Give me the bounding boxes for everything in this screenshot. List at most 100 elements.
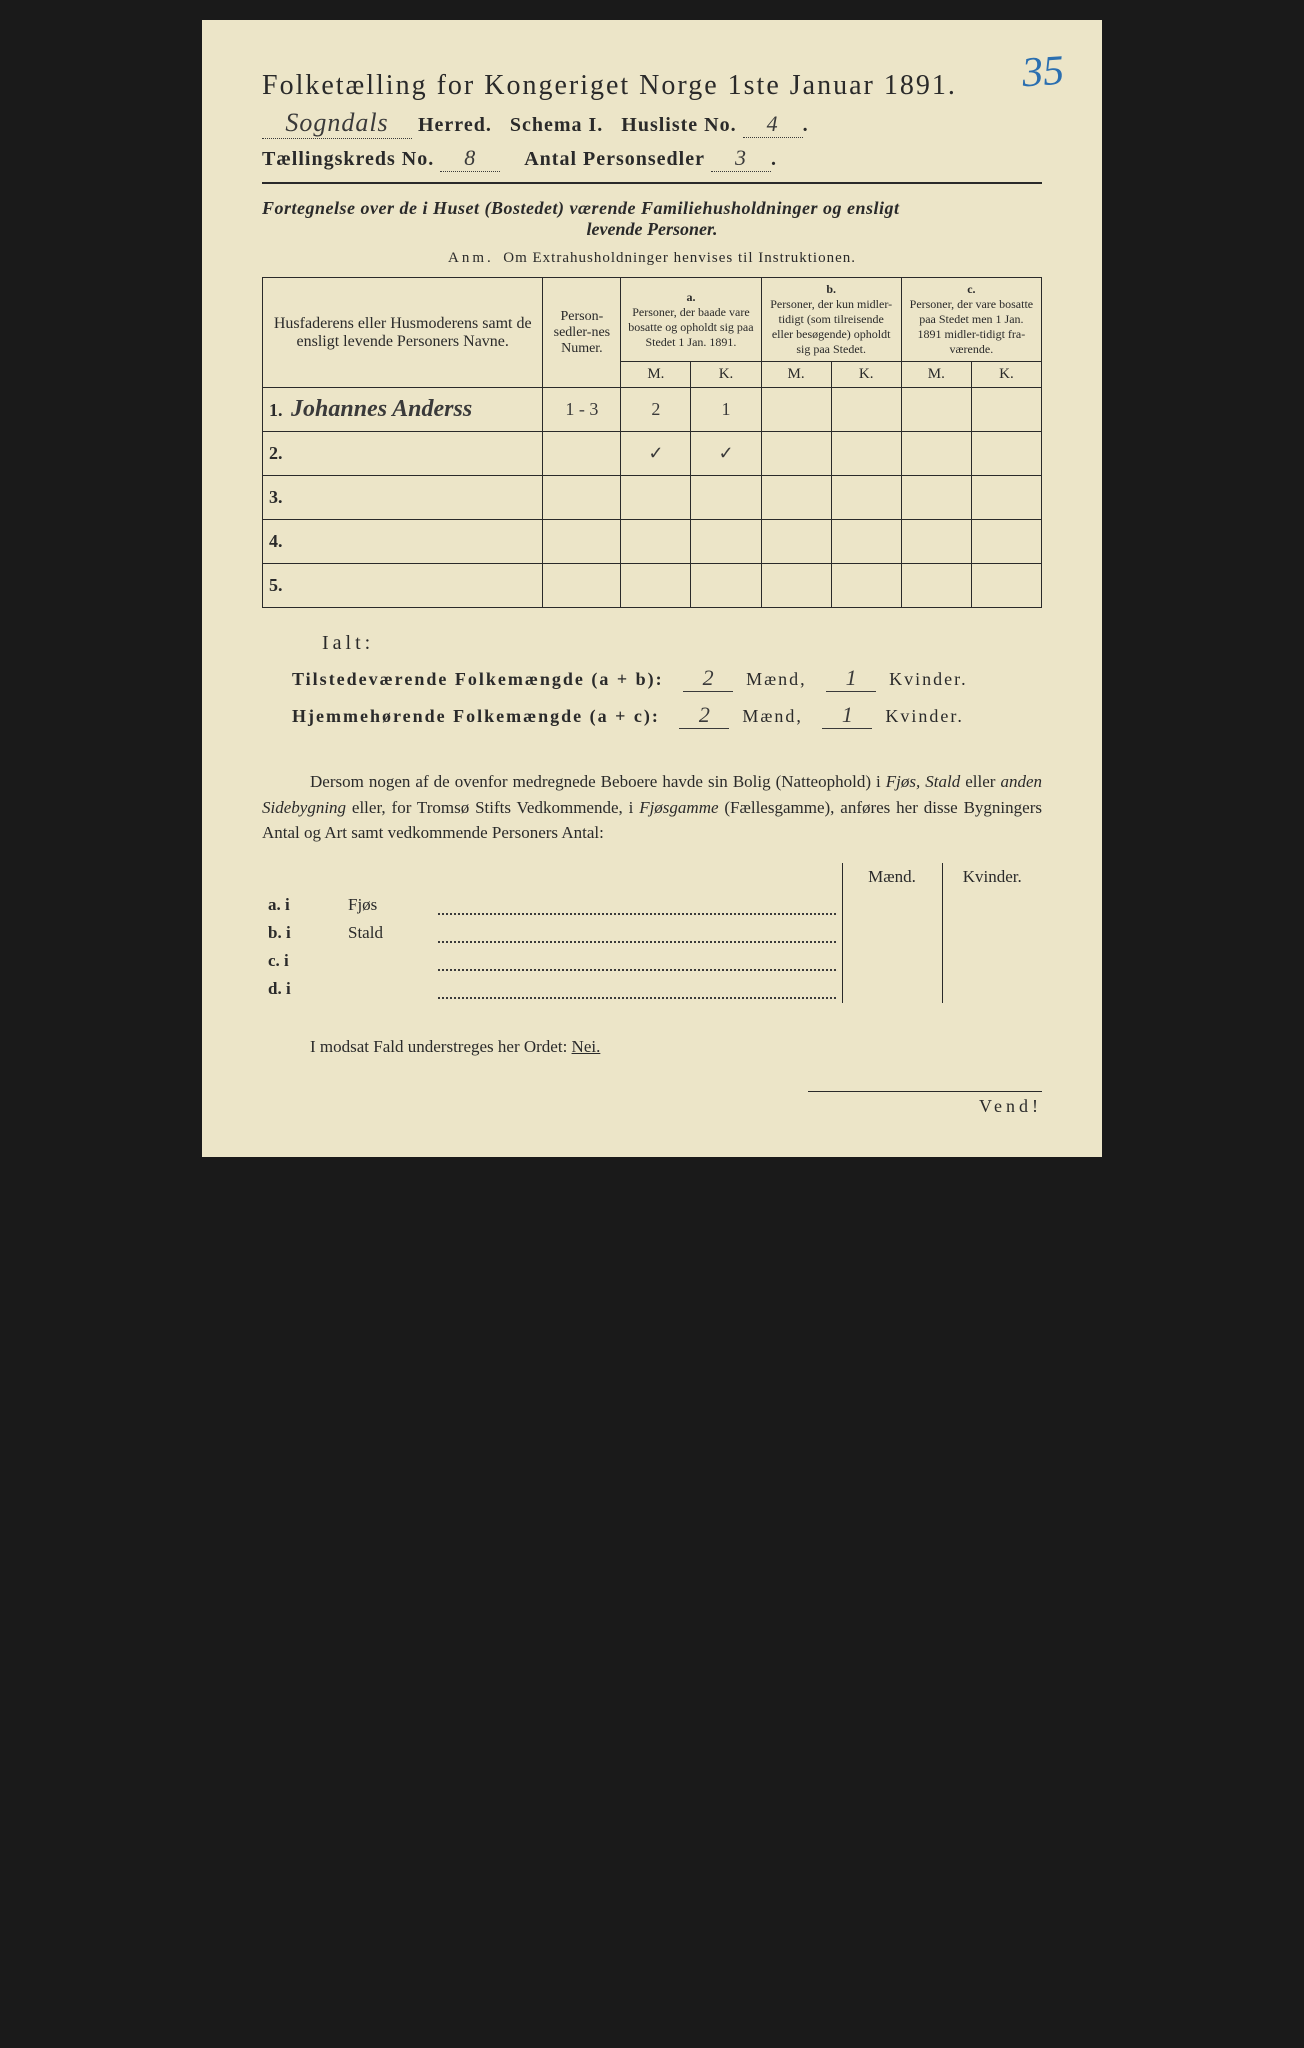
fjos-word [342, 975, 432, 1003]
cell-bk [831, 432, 901, 476]
row-label: 4. [263, 520, 543, 564]
th-a: a.Personer, der baade vare bosatte og op… [621, 278, 761, 362]
fjos-k-cell [942, 891, 1042, 919]
fjos-dots [438, 897, 836, 915]
th-c-k: K. [971, 362, 1041, 388]
th-c: c.Personer, der vare bosatte paa Stedet … [901, 278, 1041, 362]
fjos-label: d. i [262, 975, 342, 1003]
kreds-value: 8 [440, 145, 500, 172]
fjos-k-cell [942, 975, 1042, 1003]
fjos-row: b. iStald [262, 919, 1042, 947]
nei-word: Nei. [572, 1037, 601, 1056]
sum-tilstedevaerende: Tilstedeværende Folkemængde (a + b): 2 M… [292, 665, 1042, 692]
page-number-handwritten: 35 [1020, 47, 1065, 98]
cell-am: 2 [621, 388, 691, 432]
cell-bm [761, 564, 831, 608]
cell-num [543, 564, 621, 608]
cell-bm [761, 520, 831, 564]
fjos-label: b. i [262, 919, 342, 947]
cell-bk [831, 476, 901, 520]
cell-am: ✓ [621, 432, 691, 476]
cell-ak [691, 520, 761, 564]
cell-ck [971, 432, 1041, 476]
form-title: Folketælling for Kongeriget Norge 1ste J… [262, 70, 1042, 102]
fjos-word: Fjøs [342, 891, 432, 919]
fjos-dots [438, 953, 836, 971]
husliste-label: Husliste No. [621, 114, 736, 136]
table-row: 1. Johannes Anderss1 - 321 [263, 388, 1042, 432]
census-form-page: 35 Folketælling for Kongeriget Norge 1st… [202, 20, 1102, 1157]
cell-bk [831, 388, 901, 432]
th-c-m: M. [901, 362, 971, 388]
fjos-m-cell [842, 891, 942, 919]
cell-ak: ✓ [691, 432, 761, 476]
cell-bm [761, 388, 831, 432]
row-label: 2. [263, 432, 543, 476]
herred-label: Herred. [418, 114, 492, 136]
name-handwritten: Johannes Anderss [287, 396, 472, 422]
table-row: 4. [263, 520, 1042, 564]
th-a-m: M. [621, 362, 691, 388]
cell-num [543, 520, 621, 564]
fjos-head-k: Kvinder. [942, 863, 1042, 891]
cell-ak: 1 [691, 388, 761, 432]
cell-cm [901, 564, 971, 608]
sum-tilst-m: 2 [683, 665, 733, 692]
fjos-row: d. i [262, 975, 1042, 1003]
sum-hjem-m: 2 [679, 702, 729, 729]
fjos-head-m: Mænd. [842, 863, 942, 891]
husliste-value: 4 [743, 111, 803, 138]
kreds-label: Tællingskreds No. [262, 148, 434, 170]
cell-ck [971, 476, 1041, 520]
fjos-m-cell [842, 947, 942, 975]
th-num: Person-sedler-nes Numer. [543, 278, 621, 388]
cell-bk [831, 564, 901, 608]
sum-tilst-k: 1 [826, 665, 876, 692]
cell-am [621, 476, 691, 520]
fjos-k-cell [942, 947, 1042, 975]
fjos-dots [438, 925, 836, 943]
antal-value: 3 [711, 145, 771, 172]
cell-bm [761, 476, 831, 520]
cell-num [543, 432, 621, 476]
modsat-line: I modsat Fald understreges her Ordet: Ne… [262, 1037, 1042, 1057]
sum-hjem-k: 1 [822, 702, 872, 729]
cell-bk [831, 520, 901, 564]
cell-ck [971, 564, 1041, 608]
cell-ak [691, 476, 761, 520]
fjos-label: a. i [262, 891, 342, 919]
fjos-word: Stald [342, 919, 432, 947]
fjos-dots [438, 981, 836, 999]
row-label: 3. [263, 476, 543, 520]
table-row: 3. [263, 476, 1042, 520]
fjos-m-cell [842, 975, 942, 1003]
fortegnelse-line2: levende Personer. [262, 219, 1042, 240]
fjos-table: Mænd. Kvinder. a. iFjøs b. iStald c. i d… [262, 863, 1042, 1003]
herred-value: Sogndals [262, 108, 412, 139]
row-label: 1. Johannes Anderss [263, 388, 543, 432]
divider [262, 182, 1042, 184]
fjos-m-cell [842, 919, 942, 947]
header-line-1: Sogndals Herred. Schema I. Husliste No. … [262, 108, 1042, 139]
anm-note: Anm. Anm. Om Extrahusholdninger henvises… [262, 250, 1042, 267]
schema-label: Schema I. [510, 114, 603, 136]
th-b-k: K. [831, 362, 901, 388]
household-table: Husfaderens eller Husmoderens samt de en… [262, 277, 1042, 608]
cell-ck [971, 520, 1041, 564]
ialt-label: Ialt: [322, 632, 1042, 655]
cell-num [543, 476, 621, 520]
fjos-row: a. iFjøs [262, 891, 1042, 919]
cell-num: 1 - 3 [543, 388, 621, 432]
cell-bm [761, 432, 831, 476]
th-b: b.Personer, der kun midler-tidigt (som t… [761, 278, 901, 362]
header-line-2: Tællingskreds No. 8 Antal Personsedler 3… [262, 145, 1042, 172]
th-name: Husfaderens eller Husmoderens samt de en… [263, 278, 543, 388]
cell-ck [971, 388, 1041, 432]
cell-am [621, 520, 691, 564]
th-b-m: M. [761, 362, 831, 388]
fjos-k-cell [942, 919, 1042, 947]
row-label: 5. [263, 564, 543, 608]
antal-label: Antal Personsedler [524, 148, 705, 170]
cell-cm [901, 432, 971, 476]
table-row: 2. ✓✓ [263, 432, 1042, 476]
